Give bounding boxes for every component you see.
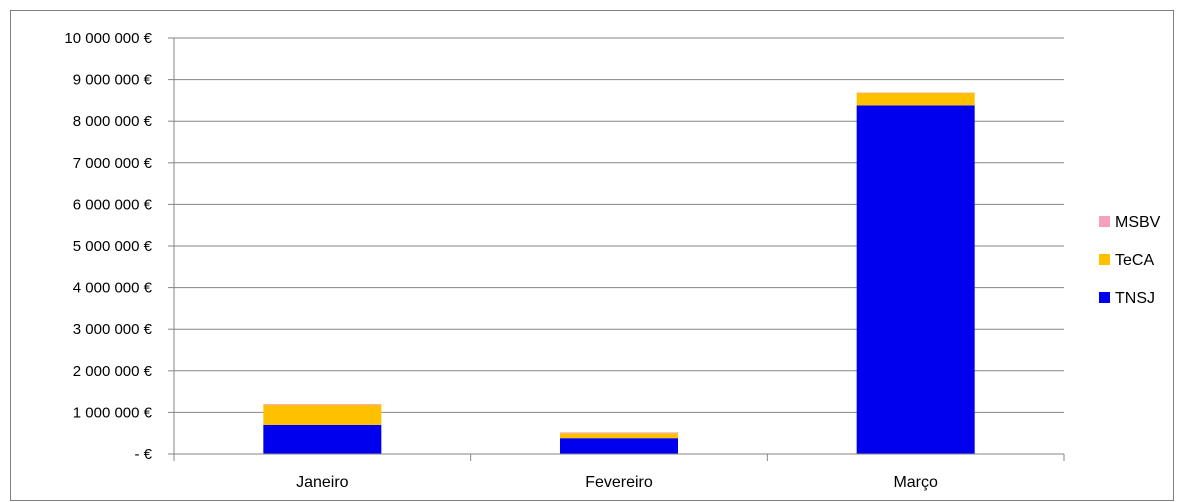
y-tick-label: 7 000 000 € <box>73 155 153 172</box>
legend-label-teca: TeCA <box>1115 252 1154 269</box>
bar-tnsj-1 <box>560 438 678 454</box>
legend-label-msbv: MSBV <box>1115 214 1161 231</box>
x-tick-label: Março <box>893 474 938 491</box>
bar-teca-0 <box>263 405 381 425</box>
bar-tnsj-0 <box>263 425 381 454</box>
bar-msbv-0 <box>263 404 381 405</box>
bars <box>263 92 974 454</box>
bar-teca-2 <box>857 93 975 105</box>
x-tick-label: Fevereiro <box>585 474 653 491</box>
x-tick-labels: Janeiro Fevereiro Março <box>296 474 938 491</box>
legend-swatch-tnsj <box>1099 292 1110 303</box>
legend-swatch-teca <box>1099 254 1110 265</box>
legend-label-tnsj: TNSJ <box>1115 290 1155 307</box>
bar-tnsj-2 <box>857 105 975 454</box>
bar-teca-1 <box>560 433 678 438</box>
y-tick-label: 3 000 000 € <box>73 321 153 338</box>
y-tick-labels: - € 1 000 000 € 2 000 000 € 3 000 000 € 4 00… <box>64 30 152 463</box>
y-tick-label: 4 000 000 € <box>73 280 153 297</box>
y-tick-label: 6 000 000 € <box>73 196 153 213</box>
y-tick-label: - € <box>134 446 152 463</box>
y-tick-label: 1 000 000 € <box>73 404 153 421</box>
legend: MSBV TeCA TNSJ <box>1099 214 1161 307</box>
bar-chart: - € 1 000 000 € 2 000 000 € 3 000 000 € 4 00… <box>11 11 1175 502</box>
y-tick-label: 5 000 000 € <box>73 238 153 255</box>
y-tick-label: 8 000 000 € <box>73 113 153 130</box>
legend-swatch-msbv <box>1099 216 1110 227</box>
bar-msbv-1 <box>560 432 678 433</box>
chart-frame: - € 1 000 000 € 2 000 000 € 3 000 000 € 4 00… <box>10 10 1174 501</box>
x-tick-label: Janeiro <box>296 474 349 491</box>
y-tick-label: 10 000 000 € <box>64 30 152 47</box>
y-tick-label: 2 000 000 € <box>73 363 153 380</box>
y-tick-label: 9 000 000 € <box>73 72 153 89</box>
